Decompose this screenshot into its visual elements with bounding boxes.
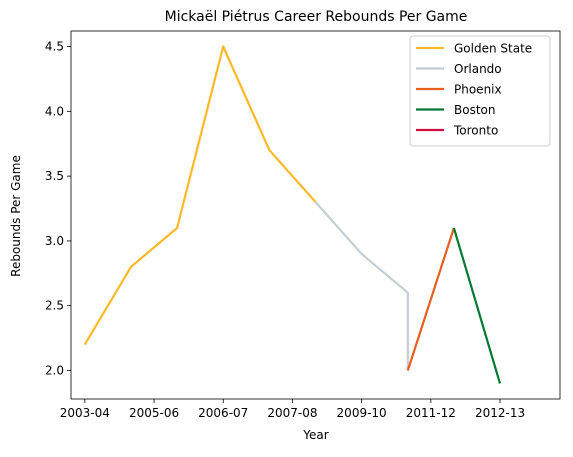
x-axis-label: Year [302, 428, 328, 442]
y-tick-label: 2.5 [45, 299, 64, 313]
y-tick-label: 3.5 [45, 169, 64, 183]
x-tick-label: 2007-08 [267, 406, 317, 420]
y-tick-label: 2.0 [45, 363, 64, 377]
series-line-orlando [314, 201, 409, 371]
y-axis: 2.0 2.5 3.0 3.5 4.0 4.5 [45, 40, 71, 377]
series-line-phoenix [406, 227, 455, 371]
legend: Golden State Orlando Phoenix Boston Toronto [409, 35, 551, 147]
legend-box [409, 35, 551, 147]
series-line-golden-state [83, 45, 317, 346]
y-axis-label: Rebounds Per Game [9, 155, 23, 277]
chart-title: Mickaël Piétrus Career Rebounds Per Game [165, 9, 468, 25]
x-tick-label: 2003-04 [60, 406, 110, 420]
x-tick-label: 2006-07 [198, 406, 248, 420]
y-tick-label: 4.0 [45, 104, 64, 118]
x-tick-label: 2012-13 [475, 406, 525, 420]
plot-frame [70, 30, 561, 400]
x-tick-label: 2005-06 [129, 406, 179, 420]
legend-label-toronto: Toronto [453, 124, 498, 138]
series-lines [83, 45, 502, 384]
x-tick-label: 2009-10 [337, 406, 387, 420]
y-tick-label: 3.0 [45, 234, 64, 248]
legend-label-golden-state: Golden State [454, 42, 532, 56]
legend-label-phoenix: Phoenix [454, 83, 502, 97]
legend-label-orlando: Orlando [454, 62, 502, 76]
legend-label-boston: Boston [454, 103, 495, 117]
x-tick-label: 2011-12 [406, 406, 456, 420]
x-axis: 2003-04 2005-06 2006-07 2007-08 2009-10 2011-… [60, 399, 525, 420]
series-line-boston [452, 227, 502, 384]
y-tick-label: 4.5 [45, 40, 64, 54]
